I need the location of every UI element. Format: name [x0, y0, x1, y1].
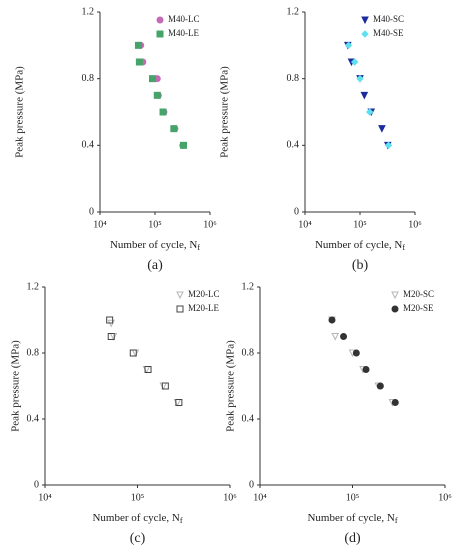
x-axis-label-main: Number of cycle, N: [307, 512, 394, 524]
y-tick-label: 0.4: [82, 140, 95, 151]
legend-marker: [391, 305, 399, 313]
marker: [340, 333, 348, 340]
y-tick-label: 0: [249, 479, 254, 490]
marker: [107, 333, 115, 340]
x-axis-label: Number of cycle, Nf: [92, 512, 182, 525]
x-axis-label-sub: f: [402, 243, 405, 252]
legend-marker: [391, 291, 399, 300]
y-tick-label: 0: [34, 479, 39, 490]
y-tick-label: 0.8: [27, 347, 40, 358]
marker: [180, 141, 188, 149]
y-tick-label: 1.2: [82, 6, 95, 17]
y-tick-label: 0.8: [82, 73, 95, 84]
y-axis-label: Peak pressure (MPa): [10, 340, 22, 432]
marker: [344, 41, 353, 50]
x-tick-label: 10⁶: [223, 492, 237, 503]
marker: [135, 58, 143, 66]
marker: [362, 366, 370, 373]
x-axis-label: Number of cycle, Nf: [315, 239, 405, 252]
legend-label: M40-LE: [168, 28, 199, 38]
marker: [131, 349, 140, 358]
x-tick-label: 10⁴: [93, 219, 107, 230]
marker: [350, 58, 359, 66]
y-tick-label: 0.4: [27, 413, 40, 424]
panel-label: (a): [147, 258, 163, 273]
y-tick-label: 0.8: [287, 73, 300, 84]
legend-label: M20-LE: [188, 303, 219, 313]
legend-label: M40-SE: [373, 28, 404, 38]
marker: [352, 349, 360, 357]
marker: [159, 382, 168, 391]
x-axis-label-main: Number of cycle, N: [315, 239, 402, 251]
legend-marker: [361, 16, 369, 25]
x-axis-label: Number of cycle, Nf: [110, 239, 200, 252]
legend-marker: [156, 30, 164, 38]
marker: [129, 349, 137, 357]
marker: [170, 125, 178, 133]
y-axis-label: Peak pressure (MPa): [225, 340, 237, 432]
marker: [365, 108, 374, 116]
legend-marker: [361, 30, 369, 38]
marker: [360, 91, 369, 100]
y-tick-label: 1.2: [27, 281, 40, 292]
y-tick-label: 0: [89, 206, 94, 217]
marker: [142, 366, 151, 374]
x-tick-label: 10⁴: [298, 219, 312, 230]
panel-label: (b): [352, 258, 369, 273]
y-tick-label: 0.4: [242, 413, 255, 424]
marker: [159, 108, 167, 116]
x-tick-label: 10⁵: [131, 492, 145, 503]
marker: [153, 91, 161, 99]
y-tick-label: 1.2: [242, 281, 255, 292]
marker: [175, 399, 183, 406]
legend-marker: [176, 291, 184, 300]
x-tick-label: 10⁵: [346, 492, 360, 503]
x-tick-label: 10⁶: [438, 492, 452, 503]
x-tick-label: 10⁴: [38, 492, 52, 503]
marker: [161, 382, 169, 390]
x-axis-label-sub: f: [180, 516, 183, 525]
panel-label: (c): [130, 531, 146, 546]
marker: [144, 366, 152, 373]
marker: [148, 75, 156, 83]
panel-label: (d): [344, 531, 361, 546]
x-axis-label-main: Number of cycle, N: [92, 512, 179, 524]
x-tick-label: 10⁶: [203, 219, 217, 230]
marker: [106, 316, 114, 324]
marker: [356, 74, 364, 83]
legend-label: M40-SC: [373, 14, 404, 24]
x-axis-label: Number of cycle, Nf: [307, 512, 397, 525]
x-tick-label: 10⁵: [353, 219, 367, 230]
y-tick-label: 0.4: [287, 140, 300, 151]
y-tick-label: 1.2: [287, 6, 300, 17]
marker: [328, 316, 336, 324]
marker: [391, 399, 399, 406]
y-axis-label: Peak pressure (MPa): [14, 66, 26, 158]
y-axis-label: Peak pressure (MPa): [219, 66, 231, 158]
x-axis-label-sub: f: [197, 243, 200, 252]
marker: [384, 141, 393, 150]
legend-marker: [156, 16, 164, 24]
marker: [109, 333, 118, 341]
marker: [378, 125, 386, 133]
marker: [134, 41, 142, 49]
marker: [376, 382, 384, 390]
marker: [173, 399, 182, 407]
y-tick-label: 0.8: [242, 347, 255, 358]
y-tick-label: 0: [294, 206, 299, 217]
marker: [331, 333, 340, 341]
legend-label: M40-LC: [168, 14, 200, 24]
x-axis-label-main: Number of cycle, N: [110, 239, 197, 251]
x-axis-label-sub: f: [395, 516, 398, 525]
x-tick-label: 10⁶: [408, 219, 422, 230]
legend-label: M20-LC: [188, 289, 220, 299]
legend-label: M20-SC: [403, 289, 434, 299]
x-tick-label: 10⁴: [253, 492, 267, 503]
legend-label: M20-SE: [403, 303, 434, 313]
legend-marker: [176, 305, 184, 313]
x-tick-label: 10⁵: [148, 219, 162, 230]
